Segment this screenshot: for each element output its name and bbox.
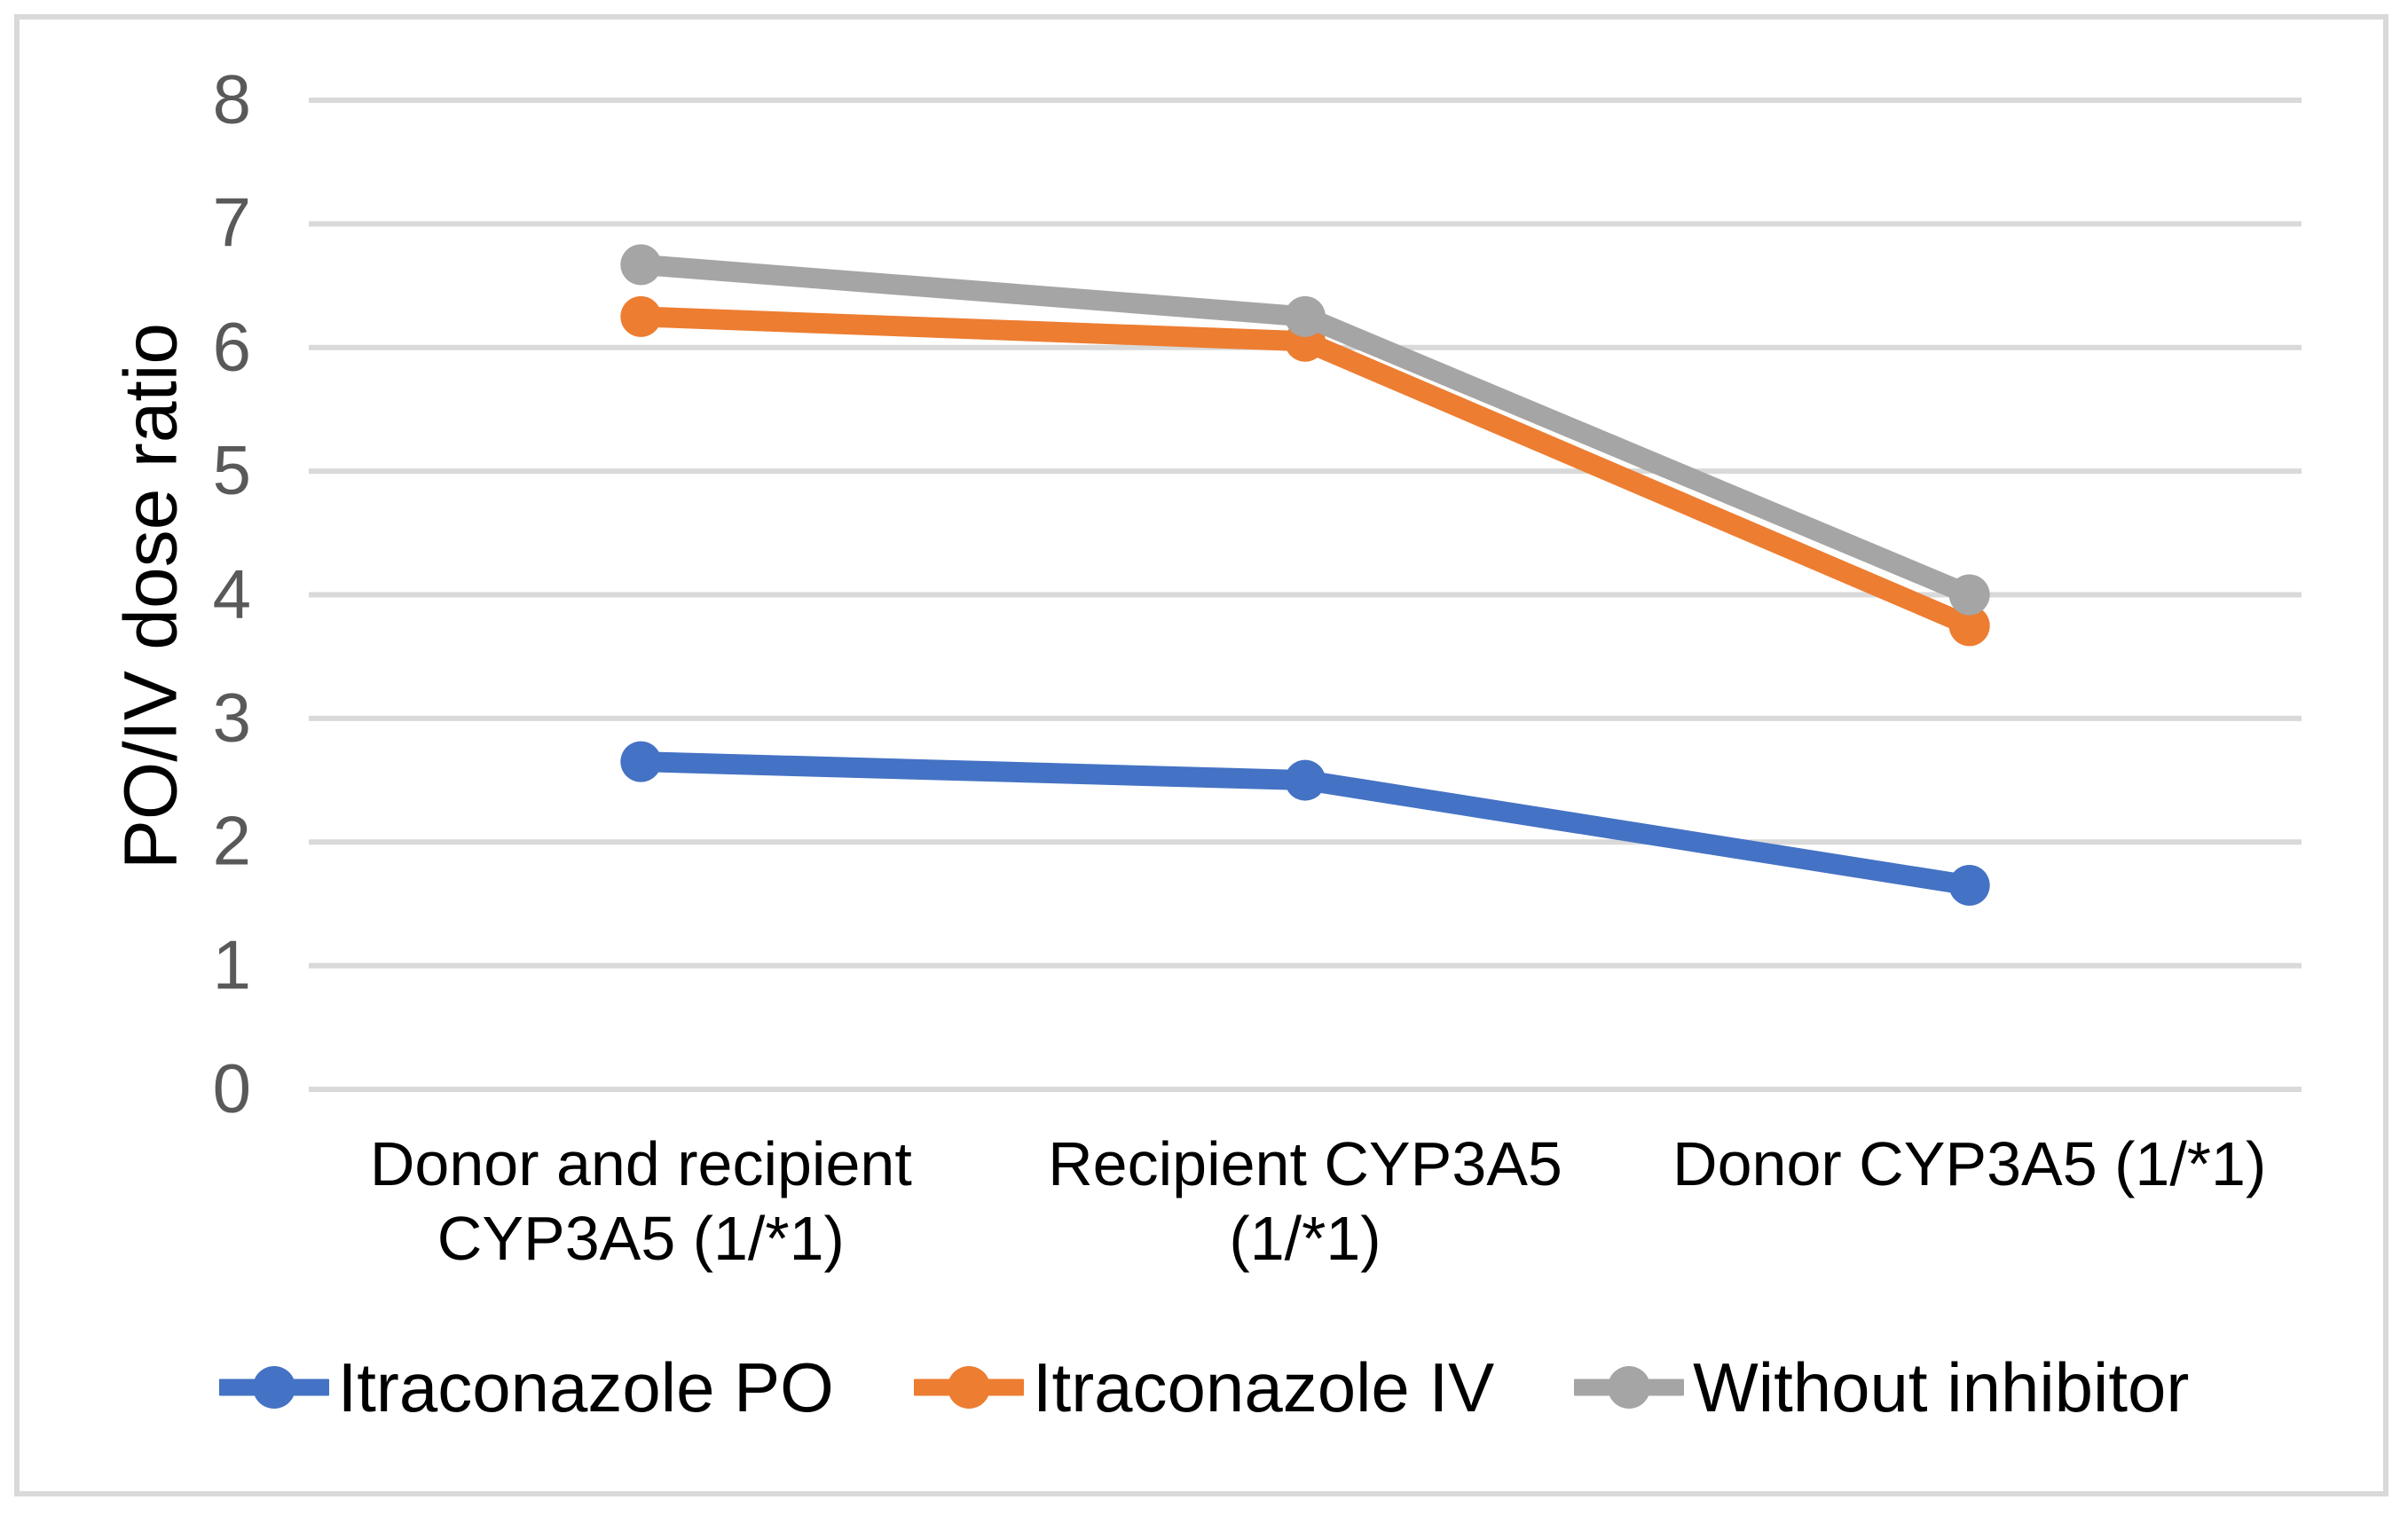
y-tick-label: 3 [212,678,251,757]
legend-item-itraconazole-po: Itraconazole PO [218,1343,834,1432]
data-point-marker [620,244,662,286]
y-tick-label: 8 [212,59,251,138]
y-tick-label: 2 [212,801,251,880]
x-category-label: Recipient CYP3A5 (1/*1) [1048,1129,1562,1273]
y-tick-label: 7 [212,183,251,262]
y-tick-label: 1 [212,925,251,1004]
legend-item-itraconazole-iv: Itraconazole IV [913,1343,1495,1432]
data-point-marker [1285,759,1326,801]
y-tick-label: 4 [212,554,251,632]
data-point-marker [1948,574,1990,616]
data-point-marker [1948,865,1990,907]
legend-label: Without inhibitor [1693,1348,2190,1426]
y-tick-label: 0 [212,1049,251,1127]
data-point-marker [1948,605,1990,647]
data-point-marker [1285,295,1326,337]
y-tick-label: 6 [212,307,251,386]
y-tick-label: 5 [212,430,251,509]
legend-line-marker-icon [913,1366,1024,1409]
legend-line-marker-icon [218,1366,329,1409]
x-category-label: Donor and recipient CYP3A5 (1/*1) [369,1129,912,1273]
legend-label: Itraconazole PO [337,1348,834,1426]
legend-line-marker-icon [1574,1366,1685,1409]
x-category-label: Donor CYP3A5 (1/*1) [1672,1129,2267,1198]
legend-label: Itraconazole IV [1032,1348,1495,1426]
chart-frame [14,14,2388,1496]
data-point-marker [620,295,662,337]
data-point-marker [620,741,662,782]
legend: Itraconazole PO Itraconazole IV Without in… [0,1343,2408,1432]
legend-item-without-inhibitor: Without inhibitor [1574,1343,2189,1432]
